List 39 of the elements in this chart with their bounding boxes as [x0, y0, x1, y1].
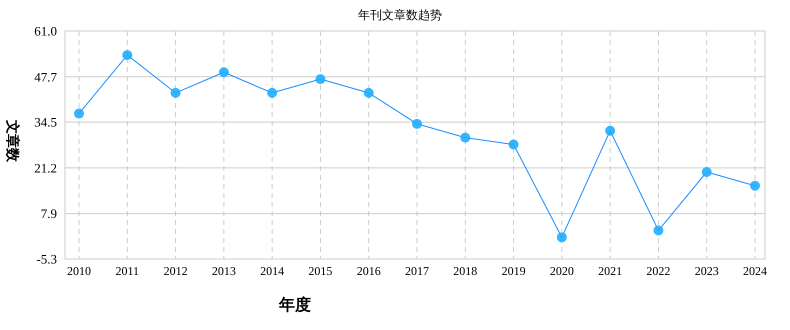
- point: [412, 118, 422, 129]
- point: [460, 132, 470, 143]
- x-tick-label: 2024: [743, 264, 767, 278]
- point: [170, 88, 181, 98]
- x-tick-label: 2018: [453, 264, 478, 278]
- x-tick-label: 2012: [164, 264, 188, 278]
- y-tick-label: 47.7: [34, 69, 58, 84]
- y-tick-label: -5.3: [36, 252, 57, 267]
- y-tick-label: 61.0: [34, 24, 57, 39]
- x-tick-label: 2022: [646, 264, 670, 278]
- x-tick-label: 2017: [405, 264, 429, 278]
- x-tick-label: 2023: [694, 264, 719, 278]
- x-tick-label: 2021: [598, 264, 622, 278]
- y-tick-label: 21.2: [34, 160, 57, 176]
- point: [364, 88, 374, 98]
- y-tick-label: 7.9: [40, 206, 57, 222]
- x-tick-label: 2010: [67, 264, 91, 278]
- point: [122, 50, 132, 60]
- point: [508, 139, 519, 150]
- point: [218, 67, 229, 78]
- point: [702, 166, 712, 177]
- x-axis-title: 年度: [278, 295, 311, 314]
- x-tick-label: 2019: [502, 264, 526, 278]
- x-tick-label: 2013: [212, 264, 236, 278]
- x-tick-label: 2016: [356, 264, 381, 278]
- point: [267, 88, 278, 98]
- point: [315, 74, 326, 84]
- y-tick-label: 34.5: [34, 114, 57, 130]
- point: [605, 126, 616, 136]
- chart-title: 年刊文章数趋势: [358, 8, 442, 22]
- x-tick-label: 2014: [260, 264, 284, 278]
- point: [750, 180, 760, 191]
- point: [74, 108, 84, 119]
- x-tick-label: 2020: [550, 264, 574, 278]
- x-tick-label: 2015: [308, 264, 332, 278]
- point: [653, 225, 664, 236]
- x-tick-label: 2011: [116, 264, 140, 278]
- y-axis-title: 文章数: [4, 119, 21, 163]
- point: [556, 232, 567, 242]
